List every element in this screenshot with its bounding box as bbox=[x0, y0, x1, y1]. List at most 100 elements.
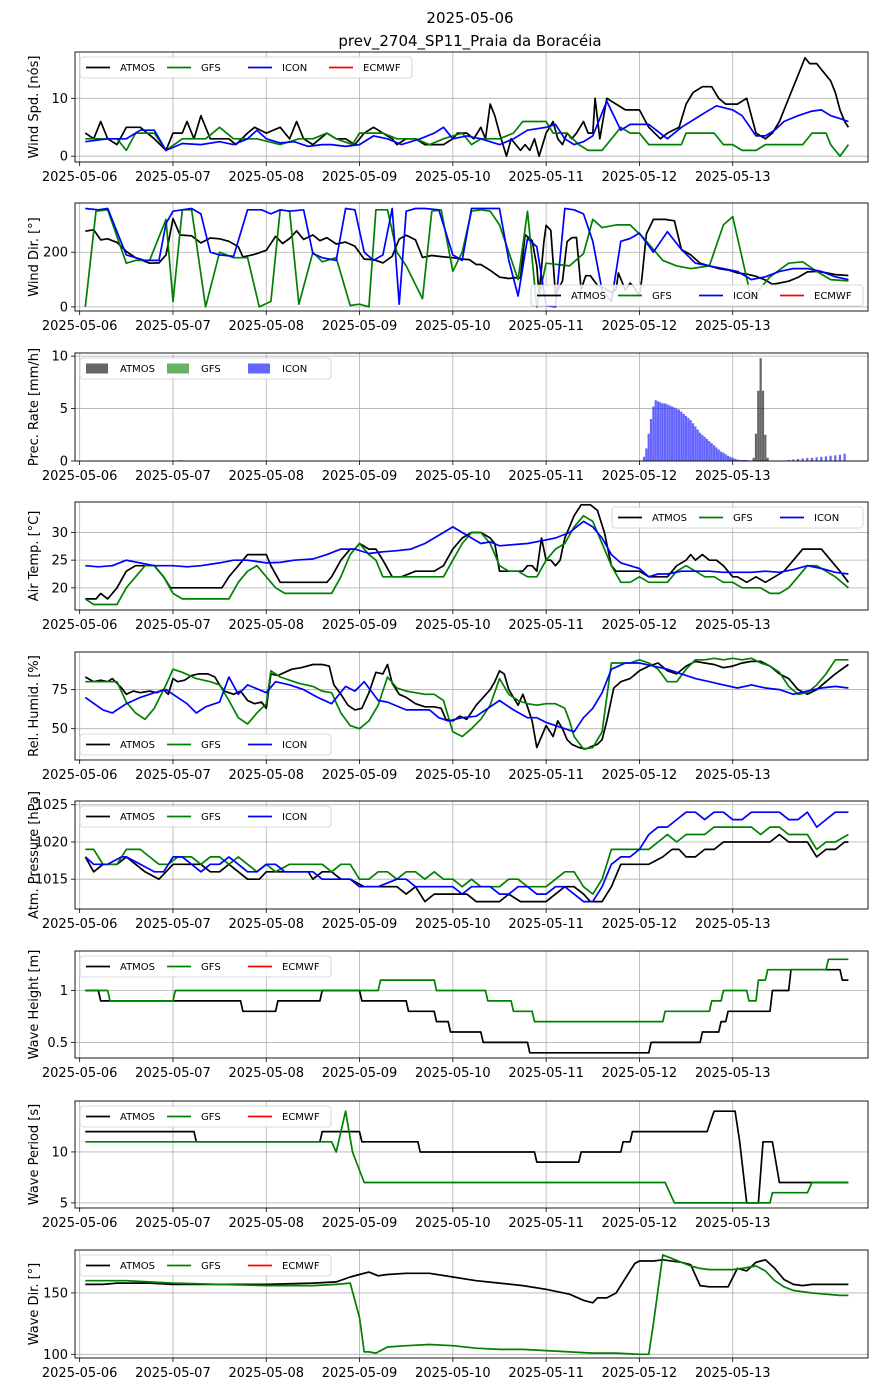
bar-icon bbox=[647, 433, 650, 461]
series-line-atmos bbox=[85, 968, 849, 1054]
plot-area bbox=[84, 503, 850, 606]
legend: ATMOS GFS ECMWF bbox=[79, 1105, 332, 1128]
x-tick-label: 2025-05-11 bbox=[508, 469, 584, 484]
axes-frame bbox=[74, 950, 869, 1059]
legend-label-ecmwf: ECMWF bbox=[814, 291, 852, 302]
x-tick-label: 2025-05-06 bbox=[42, 1366, 118, 1381]
bar-icon bbox=[733, 458, 737, 461]
x-tick-label: 2025-05-07 bbox=[135, 469, 211, 484]
bar-atmos bbox=[757, 390, 760, 461]
legend-label-atmos: ATMOS bbox=[120, 740, 155, 751]
x-tick-label: 2025-05-09 bbox=[322, 618, 398, 633]
bar-icon bbox=[677, 409, 681, 461]
x-tick-label: 2025-05-12 bbox=[602, 618, 678, 633]
bar-icon bbox=[740, 459, 744, 461]
x-tick-label: 2025-05-10 bbox=[415, 917, 491, 932]
bar-icon bbox=[736, 459, 739, 461]
x-tick-label: 2025-05-08 bbox=[228, 319, 304, 334]
legend-label-gfs: GFS bbox=[652, 291, 672, 302]
bar-atmos bbox=[766, 457, 769, 461]
x-tick-label: 2025-05-10 bbox=[415, 1066, 491, 1081]
plot-area bbox=[84, 811, 849, 903]
plot-area bbox=[85, 1254, 849, 1356]
bar-icon bbox=[834, 455, 837, 461]
y-axis-label: Atm. Pressure [hPa] bbox=[27, 791, 42, 919]
x-tick-label: 2025-05-06 bbox=[42, 618, 118, 633]
y-tick-label: 5 bbox=[60, 1196, 68, 1211]
bar-icon bbox=[675, 408, 678, 461]
x-tick-label: 2025-05-07 bbox=[135, 1066, 211, 1081]
bar-icon bbox=[694, 426, 697, 461]
y-axis-label: Rel. Humid. [%] bbox=[27, 655, 42, 757]
y-tick-label: 0 bbox=[60, 300, 68, 315]
legend-swatch-gfs bbox=[167, 363, 189, 374]
axes-frame bbox=[74, 1100, 869, 1209]
bar-icon bbox=[708, 441, 711, 461]
x-tick-label: 2025-05-08 bbox=[228, 618, 304, 633]
x-tick-label: 2025-05-08 bbox=[228, 917, 304, 932]
y-tick-label: 1025 bbox=[35, 798, 68, 813]
legend-label-atmos: ATMOS bbox=[120, 63, 155, 74]
axes-frame bbox=[74, 51, 869, 163]
bar-icon bbox=[829, 455, 832, 461]
x-tick-label: 2025-05-11 bbox=[508, 768, 584, 783]
bar-icon bbox=[724, 454, 727, 461]
x-tick-label: 2025-05-13 bbox=[695, 319, 771, 334]
y-tick-label: 75 bbox=[51, 683, 68, 698]
legend-label-icon: ICON bbox=[814, 513, 839, 524]
legend-box bbox=[79, 1105, 332, 1128]
legend: ATMOS GFS ICON bbox=[611, 506, 864, 529]
bar-icon bbox=[801, 458, 804, 461]
x-tick-label: 2025-05-09 bbox=[322, 1066, 398, 1081]
series-line-icon bbox=[85, 520, 849, 578]
bar-icon bbox=[743, 459, 746, 461]
bar-icon bbox=[745, 459, 748, 461]
legend-label-icon: ICON bbox=[282, 740, 307, 751]
series-line-icon bbox=[84, 811, 849, 903]
plot-area bbox=[84, 207, 849, 308]
bar-icon bbox=[689, 420, 692, 461]
y-tick-label: 10 bbox=[51, 1145, 68, 1160]
bar-icon bbox=[717, 449, 720, 461]
axes-frame bbox=[74, 352, 869, 462]
bar-icon bbox=[703, 436, 706, 461]
x-tick-label: 2025-05-11 bbox=[508, 1216, 584, 1231]
y-tick-label: 30 bbox=[51, 526, 68, 541]
bar-icon bbox=[712, 445, 716, 461]
bar-atmos bbox=[752, 457, 755, 461]
x-tick-label: 2025-05-10 bbox=[415, 618, 491, 633]
axes-frame bbox=[74, 501, 869, 611]
bar-icon bbox=[701, 434, 704, 461]
panel-1: 2025-05-06 2025-05-07 2025-05-08 2025-05-09… bbox=[27, 51, 869, 185]
bar-icon bbox=[696, 429, 699, 461]
x-tick-label: 2025-05-08 bbox=[228, 469, 304, 484]
bar-icon bbox=[824, 456, 828, 461]
x-tick-label: 2025-05-09 bbox=[322, 469, 398, 484]
x-tick-label: 2025-05-07 bbox=[135, 170, 211, 185]
legend-label-icon: ICON bbox=[282, 364, 307, 375]
series-line-atmos bbox=[84, 833, 849, 903]
x-tick-label: 2025-05-10 bbox=[415, 319, 491, 334]
legend-label-icon: ICON bbox=[733, 291, 758, 302]
x-tick-label: 2025-05-11 bbox=[508, 170, 584, 185]
x-tick-label: 2025-05-09 bbox=[322, 1366, 398, 1381]
bar-icon bbox=[843, 453, 846, 461]
bar-atmos bbox=[759, 358, 762, 461]
y-axis-label: Air Temp. [°C] bbox=[27, 511, 42, 602]
y-tick-label: 10 bbox=[51, 350, 68, 365]
legend-box bbox=[79, 805, 332, 828]
x-tick-label: 2025-05-12 bbox=[602, 768, 678, 783]
x-tick-label: 2025-05-13 bbox=[695, 618, 771, 633]
x-tick-label: 2025-05-13 bbox=[695, 917, 771, 932]
bar-icon bbox=[806, 457, 809, 461]
x-tick-label: 2025-05-08 bbox=[228, 1066, 304, 1081]
y-tick-label: 5 bbox=[60, 402, 68, 417]
bar-icon bbox=[815, 457, 818, 461]
bar-icon bbox=[787, 459, 790, 461]
bar-icon bbox=[673, 407, 676, 461]
legend-label-atmos: ATMOS bbox=[120, 962, 155, 973]
x-tick-label: 2025-05-10 bbox=[415, 1216, 491, 1231]
x-tick-label: 2025-05-11 bbox=[508, 319, 584, 334]
x-tick-label: 2025-05-06 bbox=[42, 1066, 118, 1081]
axes-frame bbox=[74, 651, 869, 761]
